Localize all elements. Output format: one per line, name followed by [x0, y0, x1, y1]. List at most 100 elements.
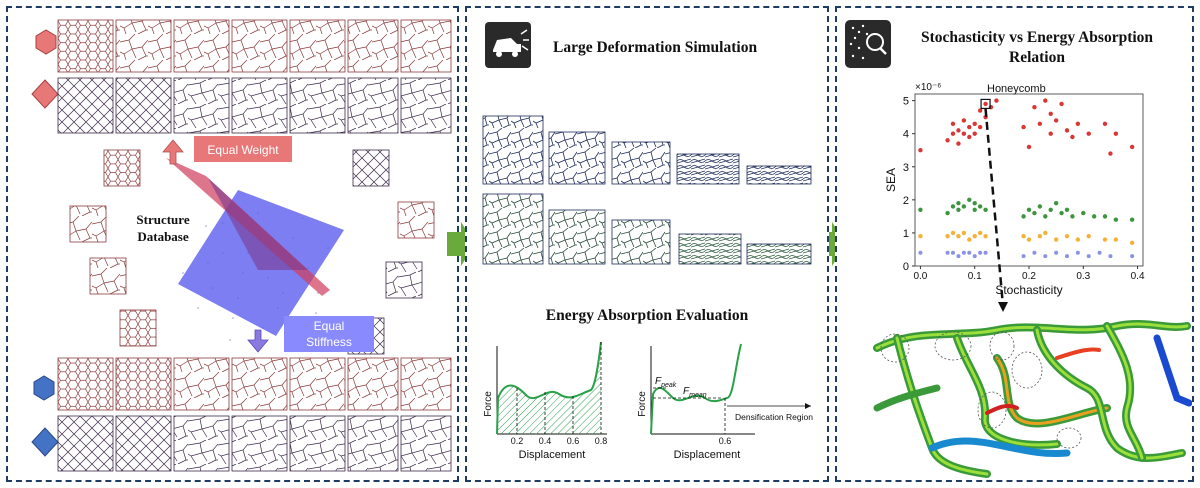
down-arrow-icon — [247, 329, 269, 353]
scatter-point — [967, 250, 972, 255]
scatter-point — [967, 124, 972, 130]
scatter-point — [961, 118, 967, 123]
stochasticity-panel: Stochasticity vs Energy Absorption Relat… — [835, 6, 1194, 482]
scatter-point — [950, 204, 956, 209]
force-displacement-chart-2: Fpeak Fmean Densification Region 0.6 Dis… — [637, 343, 813, 461]
scatter-point — [918, 234, 923, 239]
scatter-point — [961, 204, 967, 209]
diamond-blue-icon — [31, 427, 59, 457]
y-tick-label: 3 — [903, 162, 909, 174]
scatter-point — [951, 250, 955, 255]
f-mean-label: Fmean — [683, 386, 707, 399]
scatter-point — [1086, 131, 1091, 136]
scatter-point — [918, 148, 923, 153]
scatter-point — [1075, 250, 1080, 255]
scatter-point — [1048, 131, 1053, 136]
car-crash-icon — [485, 22, 531, 68]
y-tick-label: 5 — [903, 96, 909, 108]
scatter-point — [1064, 207, 1070, 212]
scatter-point — [956, 234, 961, 239]
scatter-point — [1130, 254, 1135, 259]
scatter-point — [956, 254, 961, 259]
scatter-point — [972, 207, 977, 212]
scatter-point — [1129, 217, 1135, 222]
scatter-point — [1021, 234, 1026, 239]
equal-weight-label: Equal Weight — [207, 143, 279, 157]
lattice-search-icon — [845, 20, 891, 68]
design-space-planes — [166, 158, 344, 341]
scatter-point — [972, 234, 977, 239]
scatter-point — [1059, 101, 1064, 107]
scatter-point — [1037, 234, 1043, 239]
scatter-point — [1075, 121, 1081, 126]
simulation-title: Large Deformation Simulation — [553, 39, 757, 56]
scatter-point — [956, 207, 961, 212]
panel3-title-2: Relation — [1009, 49, 1065, 66]
scatter-point — [945, 138, 950, 143]
panel3-title-1: Stochasticity vs Energy Absorption — [921, 29, 1153, 46]
scatter-point — [1129, 240, 1135, 246]
scatter-point — [1064, 128, 1070, 133]
force-displacement-chart-1: 0.2 0.4 0.6 0.8 Displacement Force — [483, 341, 607, 461]
scatter-point — [967, 237, 972, 242]
structure-database-figure: Equal Weight Equal Stiffness Structure D… — [31, 19, 452, 472]
scatter-point — [961, 250, 966, 255]
scatter-point — [983, 234, 988, 239]
chart1-xlabel: Displacement — [519, 449, 586, 461]
scatter-point — [1054, 250, 1059, 255]
scatter-point — [918, 250, 923, 255]
x-tick-label: 0.4 — [1131, 271, 1145, 282]
scatter-point — [1037, 204, 1043, 209]
scatter-point — [983, 101, 988, 107]
scatter-point — [967, 197, 972, 203]
scatter-point — [961, 131, 967, 136]
scatter-point — [994, 98, 999, 103]
scatter-point — [978, 250, 983, 255]
scatter-point — [1091, 214, 1097, 219]
scatter-point — [1086, 254, 1091, 259]
scatter-point — [1053, 237, 1059, 242]
scatter-point — [1113, 217, 1119, 222]
chart2-xlabel: Displacement — [674, 449, 741, 461]
chart2-ylabel: Force — [637, 391, 648, 417]
scatter-point — [972, 200, 977, 206]
deformation-sequence-1 — [482, 115, 812, 185]
scatter-point — [950, 230, 956, 236]
scatter-point — [1021, 254, 1026, 259]
scatter-point — [956, 128, 961, 133]
honeycomb-highlight-box — [980, 98, 991, 110]
scatter-point — [983, 207, 988, 212]
honeycomb-annotation: Honeycomb — [987, 83, 1046, 95]
scatter-point — [1053, 200, 1059, 206]
scatter-point — [1021, 124, 1026, 130]
f-peak-label: Fpeak — [655, 376, 677, 389]
scatter-point — [1043, 230, 1048, 236]
scatter-point — [967, 134, 972, 140]
scatter-point — [1026, 237, 1032, 242]
structure-database-label-2: Database — [137, 229, 189, 244]
scatter-point — [1043, 254, 1048, 259]
scatter-point — [1075, 237, 1081, 242]
scatter-point — [1102, 237, 1108, 242]
sea-scatter-chart: ×10⁻⁶ Honeycomb Stochasticity SEA 0.0 0.1… — [884, 82, 1145, 312]
scatter-point — [1113, 237, 1119, 242]
up-arrow-icon — [162, 139, 184, 165]
y-multiplier-label: ×10⁻⁶ — [915, 82, 941, 93]
scatter-point — [1108, 254, 1113, 259]
scatter-point — [1113, 131, 1119, 136]
diamond-icon — [31, 79, 59, 109]
scatter-point — [1108, 151, 1113, 156]
hexagon-icon — [35, 29, 57, 55]
scatter-point — [1021, 214, 1026, 219]
densification-region-label: Densification Region — [735, 412, 813, 422]
x-axis-label: Stochasticity — [995, 283, 1062, 297]
database-ring-tiles — [69, 149, 435, 355]
bottom-lattice-rows — [57, 357, 452, 472]
chart1-ylabel: Force — [483, 391, 494, 417]
scatter-point — [977, 108, 983, 113]
scatter-point — [1026, 207, 1032, 212]
scatter-point — [956, 200, 961, 206]
scatter-point — [977, 124, 983, 130]
scatter-point — [1032, 250, 1037, 255]
chart1-tick-2: 0.4 — [539, 436, 552, 446]
